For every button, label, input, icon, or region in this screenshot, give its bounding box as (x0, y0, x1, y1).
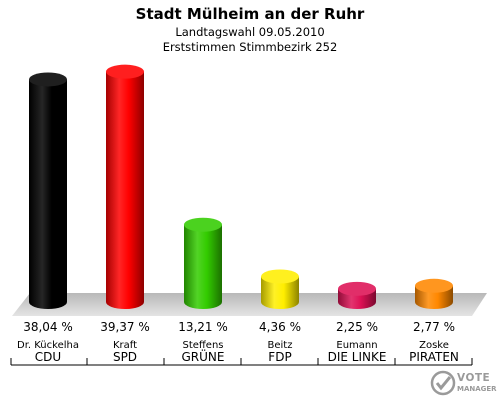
party-label: CDU (35, 350, 61, 364)
watermark-line1: VOTE (457, 372, 491, 384)
candidate-label: Zoske (419, 340, 449, 351)
vote-manager-watermark: VOTE MANAGER (430, 370, 500, 398)
value-label: 38,04 % (23, 320, 73, 334)
candidate-label: Steffens (182, 340, 223, 351)
bar-top (338, 281, 376, 296)
bar-top (184, 217, 222, 232)
bar-grüne (184, 217, 222, 309)
bar-body (184, 224, 222, 309)
candidate-label: Beitz (268, 340, 293, 351)
bar-body (261, 276, 299, 309)
chart-subtitle-date: Landtagswahl 09.05.2010 (175, 25, 325, 39)
ballot-box-icon (430, 370, 456, 396)
bar-top (29, 72, 67, 87)
bar-body (29, 79, 67, 309)
candidate-label: Dr. Kückelha (17, 340, 79, 351)
watermark-line2: MANAGER (457, 385, 497, 393)
value-label: 39,37 % (100, 320, 150, 334)
party-label: PIRATEN (409, 350, 459, 364)
bar-piraten (415, 278, 453, 309)
chart-subtitle-district: Erststimmen Stimmbezirk 252 (162, 40, 338, 54)
party-label: DIE LINKE (328, 350, 387, 364)
value-label: 4,36 % (259, 320, 301, 334)
bar-body (106, 71, 144, 309)
candidate-label: Kraft (113, 340, 137, 351)
party-label: SPD (113, 350, 137, 364)
chart-title: Stadt Mülheim an der Ruhr (135, 5, 365, 23)
value-label: 13,21 % (178, 320, 228, 334)
bars-layer (29, 64, 453, 309)
party-label: FDP (268, 350, 291, 364)
bar-fdp (261, 269, 299, 309)
value-label: 2,77 % (413, 320, 455, 334)
candidate-label: Eumann (336, 340, 377, 351)
party-label: GRÜNE (182, 348, 225, 364)
bar-spd (106, 64, 144, 309)
bar-top (106, 64, 144, 79)
bar-cdu (29, 72, 67, 309)
value-label: 2,25 % (336, 320, 378, 334)
bar-top (261, 269, 299, 284)
bar-die-linke (338, 281, 376, 309)
bar-top (415, 278, 453, 293)
